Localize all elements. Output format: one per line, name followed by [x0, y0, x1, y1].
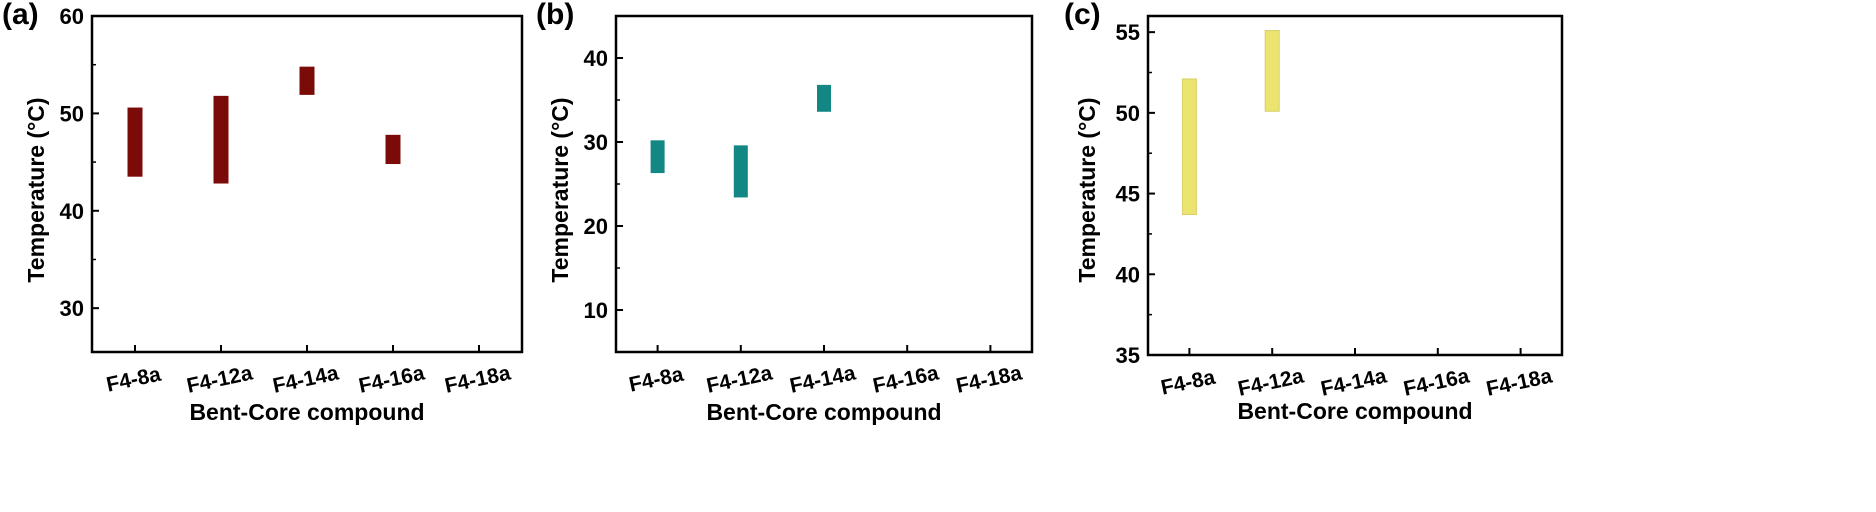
chart-panel: (a) 30 40 50 60 F4-8a F4-12a F4-14a F4-16a F4-18a…	[2, 0, 524, 425]
panel-label: (b)	[536, 0, 574, 31]
range-bar	[213, 95, 229, 184]
y-tick-label: 40	[1116, 262, 1140, 287]
x-tick-label: F4-16a	[357, 361, 427, 397]
plot-frame	[90, 14, 524, 354]
x-tick-label: F4-16a	[1402, 364, 1472, 400]
range-bar	[733, 145, 748, 198]
y-tick-label: 20	[584, 214, 608, 239]
y-tick-label: 60	[60, 4, 84, 29]
y-tick-label: 40	[60, 199, 84, 224]
y-tick-label: 30	[584, 130, 608, 155]
x-tick-label: F4-12a	[185, 361, 255, 397]
x-tick-label: F4-18a	[1484, 364, 1554, 400]
x-tick-label: F4-8a	[627, 363, 686, 397]
range-bar	[299, 66, 315, 95]
x-tick-label: F4-8a	[104, 363, 163, 397]
x-tick-label: F4-14a	[1319, 364, 1389, 400]
y-tick-label: 50	[1116, 101, 1140, 126]
x-tick-label: F4-18a	[954, 361, 1024, 397]
x-tick-label: F4-8a	[1159, 366, 1218, 400]
range-bar	[650, 140, 665, 174]
panel-label: (a)	[2, 0, 39, 31]
y-tick-label: 40	[584, 46, 608, 71]
x-tick-label: F4-12a	[705, 361, 775, 397]
plot-frame	[1146, 14, 1564, 357]
panel-label: (c)	[1064, 0, 1101, 31]
x-tick-label: F4-18a	[443, 361, 513, 397]
y-axis-title: Temperature (°C)	[23, 97, 49, 282]
y-axis-title: Temperature (°C)	[1074, 97, 1100, 282]
y-tick-label: 35	[1116, 343, 1140, 368]
range-bar	[385, 134, 401, 165]
x-tick-label: F4-12a	[1236, 364, 1306, 400]
y-tick-label: 45	[1116, 182, 1140, 207]
x-axis-title: Bent-Core compound	[706, 399, 941, 425]
x-axis-title: Bent-Core compound	[189, 399, 424, 425]
chart-panel: (b) 10 20 30 40 F4-8a F4-12a F4-14a F4-16a F4-18a…	[536, 0, 1034, 425]
y-tick-label: 10	[584, 298, 608, 323]
plot-frame	[614, 14, 1034, 354]
x-tick-label: F4-14a	[271, 361, 341, 397]
chart-panel: (c) 35 40 45 50 55 F4-8a F4-12a F4-14a F4-16a F4-1…	[1064, 0, 1564, 424]
y-tick-label: 50	[60, 101, 84, 126]
range-bar	[127, 107, 143, 177]
x-axis-title: Bent-Core compound	[1237, 398, 1472, 424]
x-tick-label: F4-16a	[871, 361, 941, 397]
y-tick-label: 30	[60, 296, 84, 321]
y-axis-title: Temperature (°C)	[547, 97, 573, 282]
range-bar	[1264, 30, 1280, 112]
range-bar	[1181, 78, 1197, 216]
x-tick-label: F4-14a	[788, 361, 858, 397]
range-bar	[817, 84, 831, 112]
y-tick-label: 55	[1116, 20, 1140, 45]
